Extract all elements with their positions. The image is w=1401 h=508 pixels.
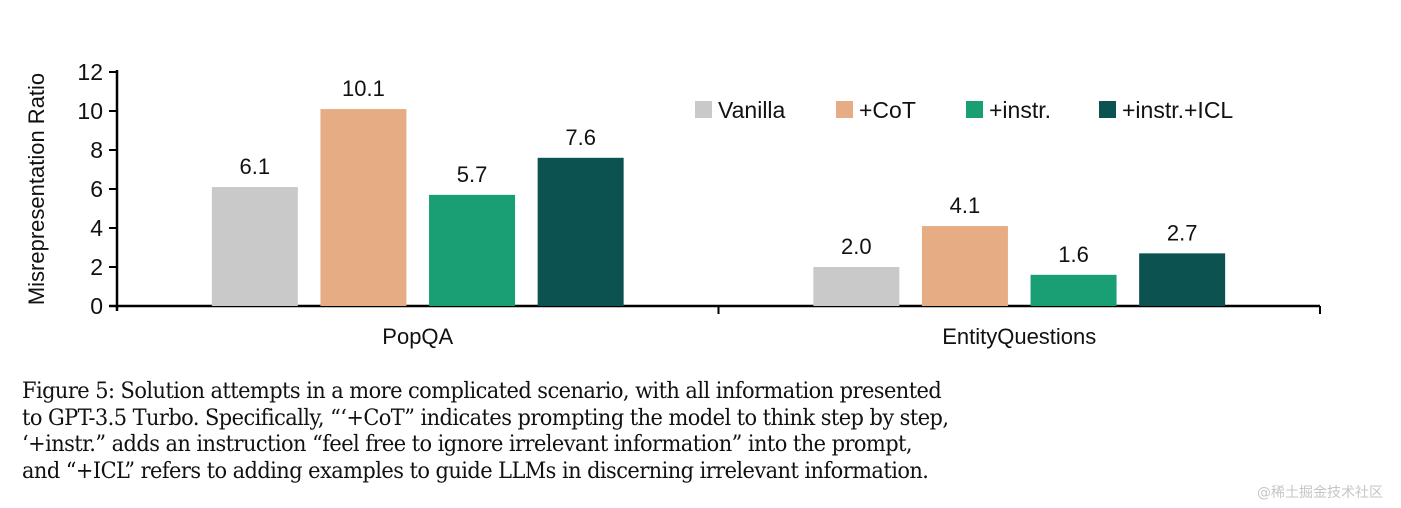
- data-label: 4.1: [950, 193, 981, 218]
- y-tick-label: 4: [90, 215, 103, 241]
- bar: [320, 109, 407, 306]
- legend-label: +CoT: [859, 97, 916, 123]
- bar: [211, 187, 298, 306]
- y-tick-label: 8: [90, 137, 103, 163]
- bar: [813, 267, 900, 306]
- y-tick-label: 2: [90, 254, 103, 280]
- data-label: 5.7: [457, 162, 488, 187]
- bar: [921, 226, 1008, 306]
- caption-line: ‘+instr.” adds an instruction “feel free…: [22, 431, 913, 457]
- data-label: 7.6: [565, 125, 596, 150]
- bar: [1139, 253, 1226, 306]
- legend-label: +instr.+ICL: [1122, 97, 1233, 123]
- legend-swatch: [695, 101, 712, 118]
- legend-swatch: [966, 101, 983, 118]
- data-label: 1.6: [1058, 242, 1089, 267]
- data-label: 2.7: [1167, 220, 1198, 245]
- y-tick-label: 10: [77, 98, 103, 124]
- legend-swatch: [836, 101, 853, 118]
- caption-line: and “+ICL” refers to adding examples to …: [22, 457, 929, 484]
- data-label: 2.0: [841, 234, 872, 259]
- y-tick-label: 12: [77, 59, 103, 85]
- x-category-label: PopQA: [382, 324, 453, 349]
- y-tick-label: 6: [90, 176, 103, 202]
- y-axis-label: Misrepresentation Ratio: [24, 73, 49, 305]
- figure-caption: Figure 5: Solution attempts in a more co…: [22, 378, 1287, 484]
- y-tick-label: 0: [90, 293, 103, 319]
- data-label: 6.1: [240, 154, 271, 179]
- bar: [429, 194, 516, 306]
- bar: [1030, 274, 1117, 306]
- bar: [537, 157, 624, 306]
- legend-label: Vanilla: [718, 97, 786, 123]
- x-category-label: EntityQuestions: [942, 324, 1096, 349]
- data-label: 10.1: [342, 76, 385, 101]
- legend-swatch: [1099, 101, 1116, 118]
- bar-chart: 0 2 4 6 8 10 12 Misrepresentation Ratio PopQA 6.1…: [24, 59, 1321, 349]
- caption-line: Figure 5: Solution attempts in a more co…: [22, 378, 942, 404]
- watermark: @稀土掘金技术社区: [1257, 485, 1383, 501]
- caption-line: to GPT-3.5 Turbo. Specifically, “‘+CoT” …: [22, 404, 949, 431]
- legend-label: +instr.: [989, 97, 1051, 123]
